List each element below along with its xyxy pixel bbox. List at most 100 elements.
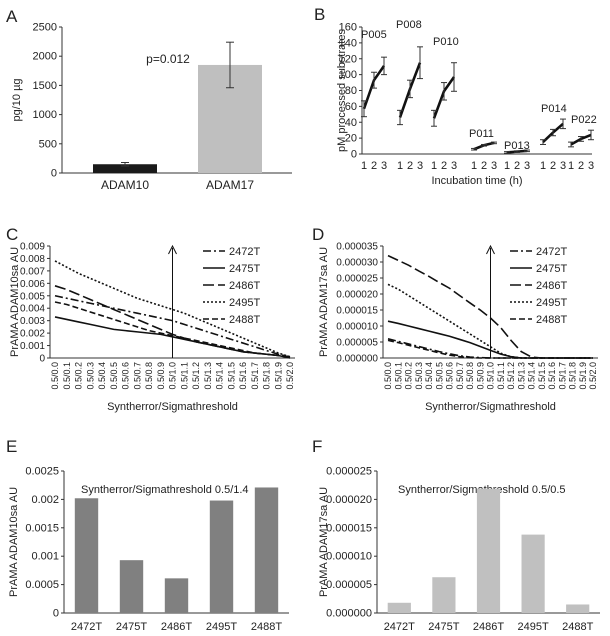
y-tick-label: 2500 — [33, 22, 57, 34]
y-tick-label: 0.002 — [31, 494, 59, 506]
x-tick-label: 3 — [560, 160, 566, 172]
x-tick-label: ADAM10 — [101, 178, 149, 192]
bar-2495t — [209, 500, 234, 613]
series-label: P005 — [361, 29, 387, 41]
legend-label: 2495T — [229, 297, 260, 309]
y-tick-label: 0.009 — [20, 242, 45, 253]
series-label: P008 — [396, 19, 422, 31]
y-axis-label: PrAMA ADAM17sa AU — [318, 487, 330, 597]
bar-2486t — [164, 578, 189, 613]
x-tick-label: 0.5/1.0 — [486, 362, 496, 390]
series-label: P022 — [571, 114, 597, 126]
legend-label: 2488T — [229, 314, 260, 326]
y-tick-label: 0.004 — [20, 304, 45, 315]
y-tick-label: 0 — [39, 354, 45, 365]
x-tick-label: 2475T — [116, 621, 147, 633]
p-value-annotation: p=0.012 — [146, 52, 190, 66]
bar-adam10 — [93, 164, 157, 173]
x-tick-label: ADAM17 — [206, 178, 254, 192]
x-tick-label: 2488T — [562, 621, 593, 633]
legend-label: 2472T — [536, 246, 567, 258]
x-tick-label: 3 — [524, 160, 530, 172]
x-tick-label: 0.5/1.9 — [578, 362, 588, 390]
bar-2472t — [74, 498, 99, 613]
x-tick-label: 0.5/0.9 — [156, 362, 166, 390]
y-tick-label: 140 — [339, 37, 357, 49]
y-axis-label: PrAMA ADAM10sa AU — [9, 247, 21, 357]
x-tick-label: 0.5/0.7 — [455, 362, 465, 390]
x-tick-label: 1 — [361, 160, 367, 172]
y-tick-label: 40 — [345, 117, 357, 129]
x-axis-label: Incubation time (h) — [431, 175, 522, 187]
x-tick-label: 0.5/1.5 — [226, 362, 236, 390]
x-tick-label: 2 — [578, 160, 584, 172]
x-tick-label: 1 — [397, 160, 403, 172]
x-tick-label: 0.5/0.5 — [109, 362, 119, 390]
panel-a-chart: 0 500 1000 1500 2000 2500 pg/10 µg ADAM10 ADAM17… — [11, 22, 292, 192]
y-tick-label: 80 — [345, 85, 357, 97]
y-axis-label: PrAMA ADAM10sa AU — [8, 487, 20, 597]
legend-label: 2475T — [536, 263, 567, 275]
x-tick-label: 0.5/1.9 — [273, 362, 283, 390]
chart-title: Syntherror/Sigmathreshold 0.5/1.4 — [81, 484, 249, 496]
x-tick-label: 0.5/1.8 — [262, 362, 272, 390]
x-tick-label: 0.5/0.9 — [475, 362, 485, 390]
x-tick-label: 0.5/0.2 — [74, 362, 84, 390]
x-tick-label: 0.5/0.5 — [434, 362, 444, 390]
x-tick-label: 0.5/1.1 — [179, 362, 189, 390]
x-tick-label: 0.5/0.0 — [383, 362, 393, 390]
x-tick-label: 0.5/0.4 — [424, 362, 434, 390]
y-tick-label: 120 — [339, 53, 357, 65]
x-tick-label: 0.5/1.8 — [568, 362, 578, 390]
x-tick-label: 0.5/0.7 — [132, 362, 142, 390]
x-tick-label: 2 — [441, 160, 447, 172]
bar-2475t — [432, 577, 456, 613]
x-tick-label: 0.5/1.4 — [527, 362, 537, 390]
threshold-arrowhead — [168, 244, 177, 255]
panel-d-chart: 0.000000 0.000005 0.000010 0.000015 0.000020… — [318, 242, 598, 413]
x-tick-label: 0.5/0.1 — [393, 362, 403, 390]
y-tick-label: 160 — [339, 22, 357, 34]
y-tick-label: 60 — [345, 101, 357, 113]
y-tick-label: 0.0025 — [25, 466, 59, 478]
y-tick-label: 0.000015 — [336, 306, 378, 317]
bar-2495t — [521, 534, 545, 613]
y-tick-label: 1500 — [33, 80, 57, 92]
x-tick-label: 0.5/1.3 — [516, 362, 526, 390]
x-tick-label: 0.5/1.7 — [557, 362, 567, 390]
y-tick-label: 0.000005 — [326, 579, 372, 591]
y-tick-label: 0.000030 — [336, 258, 378, 269]
y-tick-label: 0.000010 — [336, 322, 378, 333]
y-tick-label: 2000 — [33, 51, 57, 63]
threshold-arrowhead — [486, 244, 495, 255]
x-tick-label: 2472T — [384, 621, 415, 633]
series-label: P010 — [433, 36, 459, 48]
x-tick-label: 2486T — [473, 621, 504, 633]
bar-2472t — [387, 602, 411, 613]
y-tick-label: 0.000000 — [336, 354, 378, 365]
bar-2475t — [119, 560, 144, 613]
y-tick-label: 0.005 — [20, 291, 45, 302]
x-tick-label: 0.5/0.8 — [465, 362, 475, 390]
series-label: P011 — [469, 128, 494, 140]
x-tick-label: 0.5/1.5 — [537, 362, 547, 390]
series-label: P014 — [541, 103, 567, 115]
panel-letter-e: E — [6, 437, 17, 456]
x-tick-label: 0.5/2.0 — [588, 362, 598, 390]
x-tick-label: 0.5/0.3 — [85, 362, 95, 390]
y-tick-label: 0.002 — [20, 329, 45, 340]
y-tick-label: 1000 — [33, 109, 57, 121]
x-axis-label: Syntherror/Sigmathreshold — [425, 401, 556, 413]
x-tick-label: 0.5/0.3 — [414, 362, 424, 390]
x-tick-label: 0.5/1.0 — [168, 362, 178, 390]
y-tick-label: 0.001 — [20, 341, 45, 352]
y-tick-label: 0 — [53, 608, 59, 620]
panel-e-chart: 0 0.0005 0.001 0.0015 0.002 0.0025 PrAMA ADAM1… — [8, 466, 289, 633]
x-tick-label: 1 — [540, 160, 546, 172]
legend-label: 2472T — [229, 246, 260, 258]
x-tick-label: 1 — [568, 160, 574, 172]
y-tick-label: 500 — [39, 138, 57, 150]
x-tick-label: 0.5/1.6 — [238, 362, 248, 390]
legend-label: 2486T — [536, 280, 567, 292]
